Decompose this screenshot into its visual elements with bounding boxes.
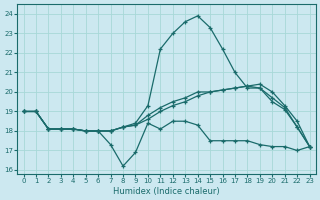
X-axis label: Humidex (Indice chaleur): Humidex (Indice chaleur) [113,187,220,196]
